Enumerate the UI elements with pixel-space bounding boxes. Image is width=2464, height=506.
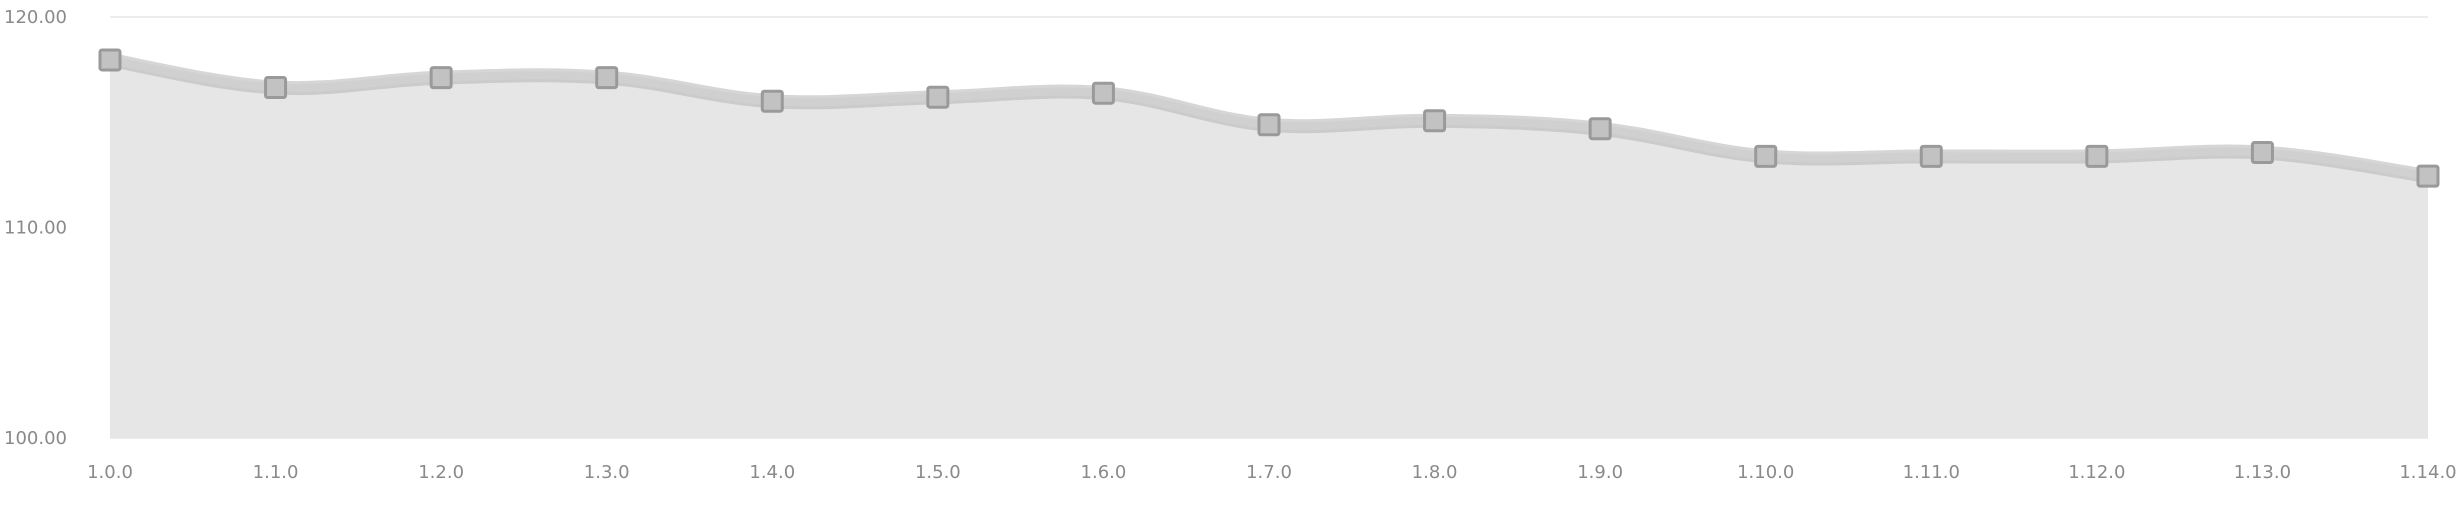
- x-tick-label: 1.3.0: [584, 462, 630, 483]
- data-point-1.6.0: [1091, 81, 1115, 105]
- y-tick-label: 110.00: [4, 218, 67, 239]
- data-point-1.13.0: [2250, 141, 2274, 165]
- x-tick-label: 1.1.0: [253, 462, 299, 483]
- x-tick-label: 1.8.0: [1412, 462, 1458, 483]
- x-tick-label: 1.13.0: [2234, 462, 2291, 483]
- data-point-1.12.0: [2085, 144, 2109, 168]
- y-tick-label: 120.00: [4, 7, 67, 28]
- data-point-1.1.0: [264, 76, 288, 100]
- marker-layer: [98, 48, 2440, 188]
- area-layer: [110, 59, 2428, 438]
- x-tick-label: 1.9.0: [1577, 462, 1623, 483]
- data-point-1.10.0: [1754, 144, 1778, 168]
- x-tick-label: 1.0.0: [87, 462, 133, 483]
- x-axis: 1.0.0 1.1.0 1.2.0 1.3.0 1.4.0 1.5.0 1.6.0 1.7.0…: [87, 462, 2457, 483]
- data-point-1.2.0: [429, 66, 453, 90]
- data-point-1.5.0: [926, 85, 950, 109]
- data-point-1.3.0: [595, 66, 619, 90]
- data-point-1.4.0: [760, 89, 784, 113]
- data-point-1.14.0: [2416, 164, 2440, 188]
- x-tick-label: 1.10.0: [1737, 462, 1794, 483]
- x-tick-label: 1.6.0: [1081, 462, 1127, 483]
- x-tick-label: 1.11.0: [1903, 462, 1960, 483]
- x-tick-label: 1.4.0: [749, 462, 795, 483]
- x-tick-label: 1.14.0: [2399, 462, 2456, 483]
- data-point-1.11.0: [1919, 144, 1943, 168]
- data-point-1.7.0: [1257, 113, 1281, 137]
- data-point-1.0.0: [98, 48, 122, 72]
- data-point-1.9.0: [1588, 117, 1612, 141]
- y-tick-label: 100.00: [4, 428, 67, 449]
- data-point-1.8.0: [1423, 109, 1447, 133]
- x-tick-label: 1.12.0: [2068, 462, 2125, 483]
- area-fill: [110, 59, 2428, 438]
- x-tick-label: 1.7.0: [1246, 462, 1292, 483]
- x-tick-label: 1.2.0: [418, 462, 464, 483]
- y-axis: 120.00 110.00 100.00: [4, 7, 67, 449]
- x-tick-label: 1.5.0: [915, 462, 961, 483]
